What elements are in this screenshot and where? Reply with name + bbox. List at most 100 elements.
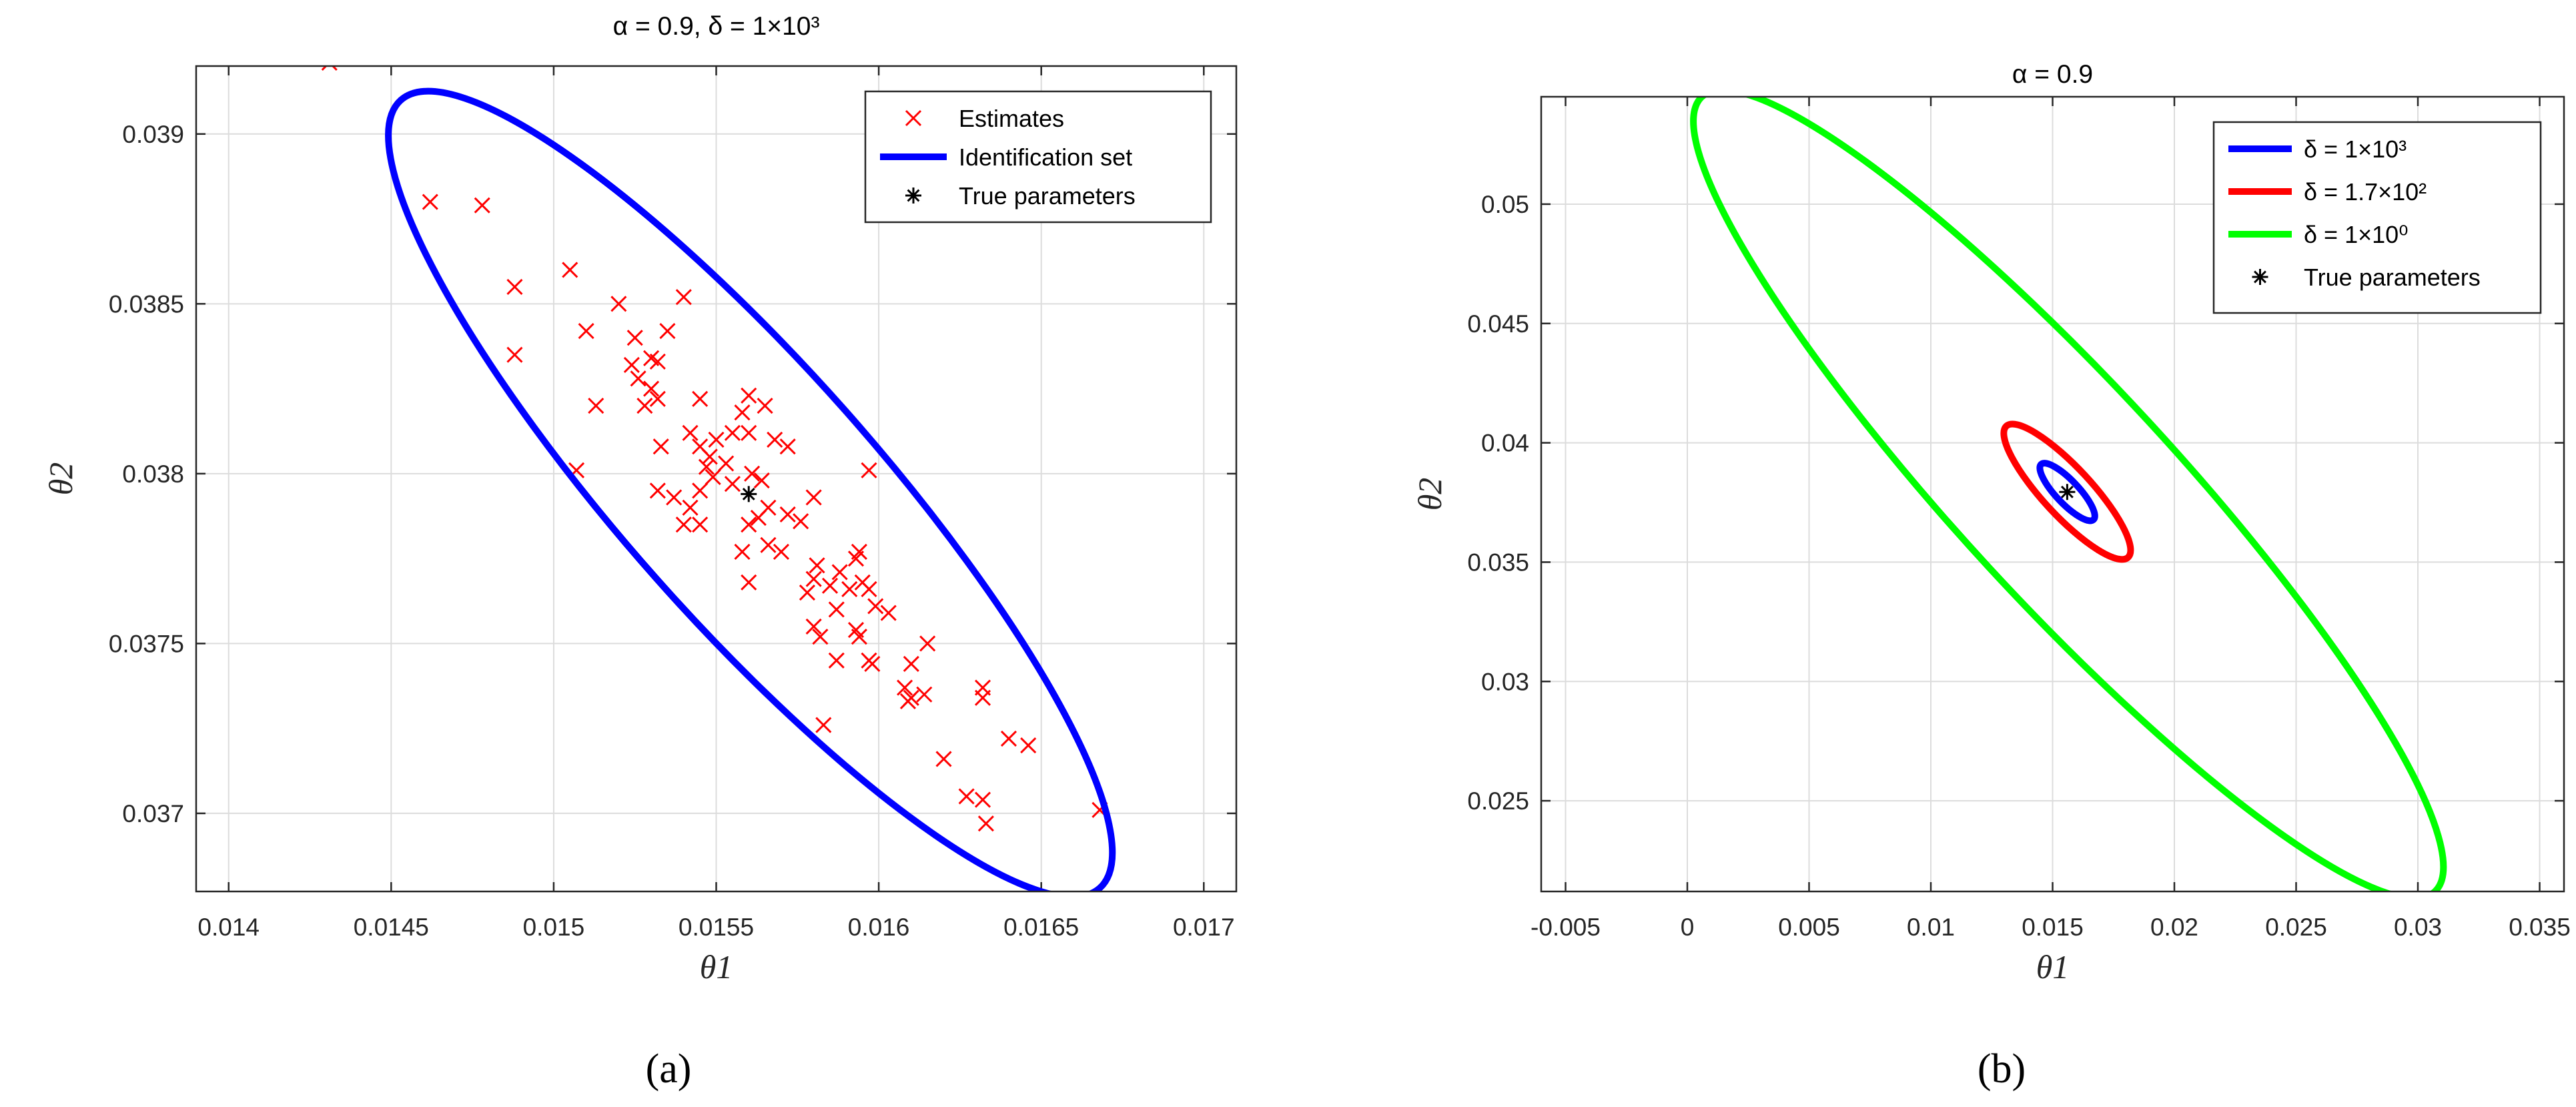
- plot-frame: [1540, 95, 2565, 893]
- y-tick-label: 0.0385: [109, 290, 184, 318]
- y-axis-title: θ2: [42, 462, 79, 496]
- estimate-point: [828, 652, 845, 669]
- estimate-point: [682, 424, 699, 441]
- estimate-point: [741, 516, 757, 533]
- x-axis-title: θ1: [2036, 948, 2070, 986]
- estimate-point: [734, 404, 751, 421]
- estimate-point: [666, 489, 683, 506]
- estimate-point: [760, 536, 777, 553]
- estimate-point: [675, 289, 692, 306]
- x-tick-label: 0.01: [1907, 913, 1955, 941]
- estimate-point: [919, 635, 936, 652]
- y-tick-label: 0.038: [122, 460, 184, 488]
- estimate-point: [750, 509, 767, 526]
- y-tick-label: 0.0375: [109, 630, 184, 657]
- legend-label: Identification set: [959, 143, 1132, 171]
- estimate-point: [692, 482, 709, 499]
- estimate-point: [744, 465, 761, 482]
- y-tick-label: 0.05: [1481, 191, 1529, 218]
- estimate-point: [828, 601, 845, 618]
- estimate-point: [474, 197, 490, 214]
- estimate-point: [805, 489, 822, 506]
- y-tick-label: 0.037: [122, 800, 184, 827]
- chart-a: 0.014 0.0145 0.015 0.0155 0.016 0.0165 0.017 0.…: [42, 12, 1238, 986]
- estimate-point: [718, 455, 735, 472]
- estimate-point: [643, 380, 660, 397]
- estimate-point: [701, 448, 718, 465]
- data-layer: [321, 66, 1116, 891]
- estimate-point: [653, 438, 669, 455]
- estimate-point: [506, 346, 523, 363]
- estimate-point: [851, 629, 867, 645]
- estimate-point: [724, 476, 741, 492]
- estimate-point: [588, 397, 604, 414]
- estimate-point: [649, 353, 666, 370]
- estimate-point: [610, 296, 627, 312]
- estimate-point: [659, 323, 676, 340]
- y-tick-label: 0.035: [1467, 548, 1529, 576]
- estimate-point: [741, 574, 757, 591]
- estimate-point: [623, 356, 640, 374]
- x-tick-label: 0.025: [2265, 913, 2327, 941]
- chart-title: α = 0.9, δ = 1×10³: [613, 12, 820, 41]
- estimate-point: [916, 686, 933, 703]
- y-tick-label: 0.04: [1481, 430, 1529, 457]
- ellipse-1: [2000, 420, 2134, 563]
- panel-label-b: (b): [1978, 1046, 2026, 1092]
- legend-label: δ = 1×10⁰: [2304, 221, 2409, 248]
- x-tick-label: 0.03: [2394, 913, 2442, 941]
- estimate-point: [562, 262, 578, 278]
- chart-title: α = 0.9: [2012, 60, 2093, 89]
- x-tick-label: 0: [1681, 913, 1695, 941]
- estimate-point: [682, 499, 699, 516]
- chart-b: -0.005 0 0.005 0.01 0.015 0.02 0.025 0.03 0.035 0…: [1411, 60, 2571, 986]
- x-axis-title: θ1: [700, 948, 733, 986]
- x-tick-label: 0.035: [2509, 913, 2571, 941]
- estimate-point: [779, 438, 796, 455]
- estimate-point: [422, 194, 438, 210]
- estimate-point: [767, 431, 783, 448]
- estimate-point: [903, 655, 919, 672]
- estimate-point: [805, 571, 822, 587]
- estimate-point: [757, 397, 773, 414]
- ellipse-1: [385, 87, 1116, 891]
- estimate-point: [861, 462, 877, 478]
- estimate-point: [861, 581, 877, 598]
- legend-label: True parameters: [2304, 264, 2481, 291]
- estimate-point: [815, 717, 832, 733]
- legend-swatch: [905, 188, 921, 204]
- estimate-point: [958, 788, 975, 805]
- estimate-point: [831, 564, 848, 581]
- panel-label-a: (a): [646, 1046, 692, 1092]
- estimate-point: [734, 543, 751, 561]
- estimate-point: [675, 516, 692, 533]
- estimate-point: [779, 506, 796, 523]
- y-tick-label: 0.045: [1467, 310, 1529, 338]
- estimate-point: [897, 679, 913, 696]
- x-tick-label: 0.0165: [1003, 913, 1079, 941]
- estimate-point: [636, 397, 653, 414]
- estimate-point: [649, 390, 666, 407]
- legend-label: δ = 1.7×10²: [2304, 178, 2427, 206]
- legend-label: δ = 1×10³: [2304, 135, 2407, 163]
- estimate-point: [799, 584, 815, 601]
- estimate-point: [841, 581, 858, 598]
- y-tick-label: 0.025: [1467, 787, 1529, 815]
- true-parameter-point: [741, 486, 757, 502]
- estimate-point: [899, 693, 917, 709]
- ellipse-0: [2036, 460, 2098, 524]
- x-tick-label: 0.02: [2150, 913, 2198, 941]
- legend-swatch: [2252, 269, 2268, 285]
- legend-label: Estimates: [959, 105, 1064, 132]
- y-axis-title: θ2: [1411, 478, 1448, 511]
- estimate-point: [692, 390, 709, 407]
- estimate-point: [705, 468, 721, 486]
- estimate-point: [630, 370, 647, 387]
- estimate-point: [880, 605, 897, 621]
- estimate-point: [578, 323, 594, 340]
- x-tick-label: 0.015: [2022, 913, 2084, 941]
- estimate-point: [821, 577, 839, 594]
- estimate-point: [1020, 737, 1037, 754]
- estimate-point: [741, 424, 757, 441]
